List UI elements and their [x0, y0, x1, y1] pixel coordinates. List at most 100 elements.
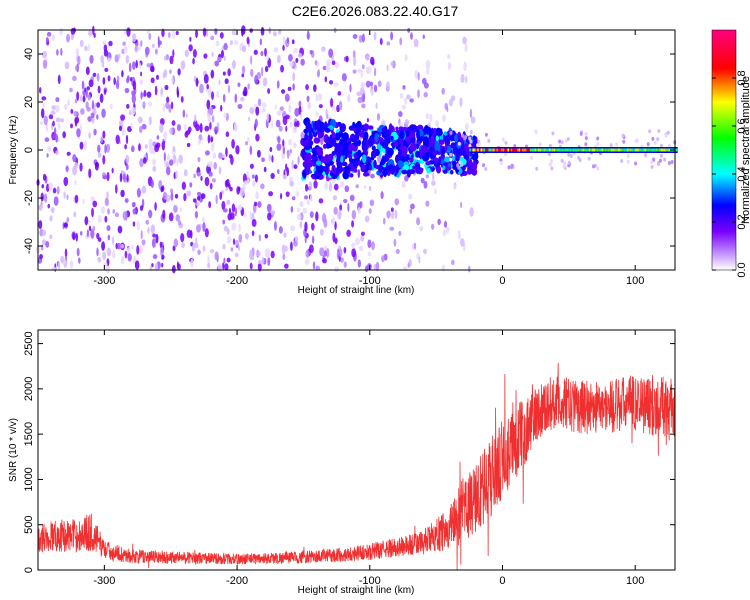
heatmap-cell	[254, 174, 258, 183]
heatmap-cell	[72, 232, 76, 241]
heatmap-cell	[249, 211, 252, 222]
heatmap-cell	[52, 134, 56, 139]
heatmap-cell	[666, 130, 670, 135]
heatmap-cell	[162, 103, 165, 113]
heatmap-cell	[157, 36, 160, 42]
heatmap-cell	[160, 186, 164, 193]
heatmap-cell	[535, 166, 539, 171]
x-tick-label: -100	[359, 575, 381, 587]
heatmap-cell	[284, 263, 289, 269]
heatmap-cell	[460, 162, 464, 167]
heatmap-cell	[529, 156, 533, 161]
heatmap-cell	[406, 94, 411, 100]
heatmap-cell	[367, 137, 374, 147]
heatmap-cell	[113, 77, 116, 86]
heatmap-cell	[318, 198, 324, 204]
heatmap-line-core	[614, 148, 618, 152]
heatmap-cell	[86, 229, 90, 238]
heatmap-cell	[170, 192, 174, 201]
heatmap-cell	[459, 238, 465, 247]
heatmap-cell	[472, 135, 476, 141]
heatmap-cell	[150, 65, 155, 73]
heatmap-cell	[154, 49, 158, 55]
heatmap-line-core	[618, 148, 622, 152]
heatmap-cell	[465, 75, 468, 84]
heatmap-cell	[234, 93, 238, 103]
heatmap-cell	[487, 138, 491, 143]
heatmap-cell	[324, 76, 328, 83]
heatmap-line-core	[593, 148, 597, 152]
heatmap-cell	[353, 56, 357, 67]
heatmap-cell	[172, 154, 177, 164]
heatmap-cell	[76, 91, 80, 101]
heatmap-cell	[88, 168, 92, 179]
heatmap-cell	[596, 136, 600, 141]
heatmap-cell	[218, 79, 221, 86]
heatmap-cell	[107, 208, 110, 215]
heatmap-cell	[457, 131, 462, 141]
heatmap-cell	[295, 57, 299, 63]
heatmap-cell	[332, 216, 336, 226]
heatmap-cell	[175, 170, 178, 179]
heatmap-cell	[403, 161, 409, 166]
heatmap-cell	[462, 36, 467, 45]
heatmap-cell	[41, 96, 47, 101]
heatmap-cell	[171, 77, 174, 84]
heatmap-cell	[53, 196, 59, 206]
heatmap-cell	[291, 39, 295, 45]
heatmap-cell	[472, 161, 478, 171]
heatmap-line-core	[469, 148, 473, 152]
heatmap-cell	[215, 194, 218, 205]
heatmap-cell	[356, 91, 362, 97]
heatmap-cell	[288, 53, 293, 62]
heatmap-cell	[318, 128, 325, 133]
heatmap-cell	[186, 142, 191, 148]
heatmap-cell	[584, 136, 588, 141]
heatmap-cell	[394, 141, 399, 147]
heatmap-cell	[84, 216, 89, 226]
heatmap-line-core	[478, 148, 482, 152]
heatmap-cell	[131, 93, 136, 104]
heatmap-line-core	[650, 148, 654, 152]
heatmap-cell	[138, 143, 141, 152]
heatmap-line-core	[665, 148, 669, 152]
heatmap-cell	[420, 177, 425, 184]
heatmap-cell	[358, 34, 363, 43]
heatmap-cell	[91, 100, 95, 110]
heatmap-cell	[103, 49, 109, 57]
heatmap-cell	[357, 96, 363, 104]
heatmap-cell	[90, 229, 95, 239]
y-tick-label: 2000	[23, 377, 35, 401]
heatmap-cell	[85, 101, 89, 109]
heatmap-cell	[224, 263, 229, 271]
heatmap-cell	[72, 154, 77, 163]
heatmap-cell	[115, 242, 118, 250]
heatmap-cell	[386, 129, 391, 140]
heatmap-cell	[648, 129, 652, 134]
heatmap-cell	[249, 145, 253, 155]
heatmap-line-core	[579, 148, 583, 152]
heatmap-cell	[154, 85, 158, 96]
heatmap-cell	[188, 44, 193, 52]
heatmap-cell	[217, 263, 223, 273]
heatmap-cell	[260, 183, 265, 190]
heatmap-cell	[140, 91, 143, 100]
heatmap-cell	[394, 198, 400, 206]
heatmap-cell	[351, 248, 356, 258]
heatmap-cell	[41, 239, 47, 246]
heatmap-cell	[152, 166, 157, 172]
heatmap-cell	[389, 226, 395, 231]
heatmap-cell	[383, 140, 389, 145]
heatmap-cell	[548, 162, 552, 167]
heatmap-line-core	[517, 148, 521, 152]
heatmap-cell	[282, 253, 286, 260]
heatmap-cell	[423, 180, 428, 189]
heatmap-cell	[177, 68, 181, 76]
heatmap-cell	[182, 109, 186, 118]
heatmap-cell	[484, 167, 488, 172]
heatmap-cell	[176, 261, 179, 270]
heatmap-cell	[313, 180, 318, 189]
heatmap-cell	[271, 155, 274, 163]
x-tick-label: 0	[499, 275, 505, 287]
heatmap-cell	[92, 72, 97, 78]
